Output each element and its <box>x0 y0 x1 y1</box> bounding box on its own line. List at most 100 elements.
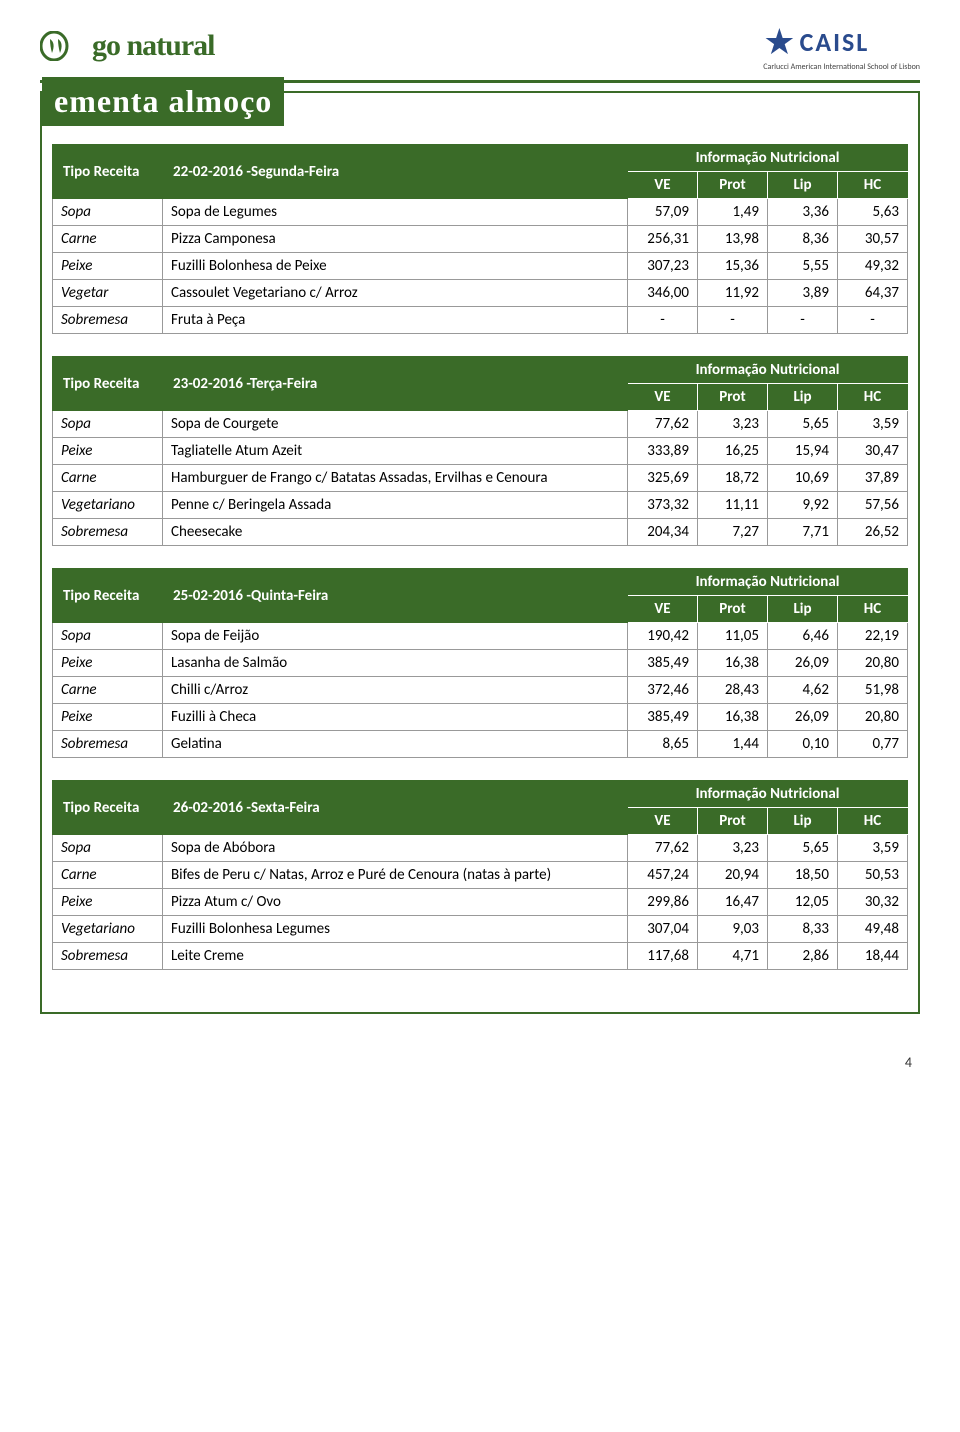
category-cell: Carne <box>53 677 163 704</box>
table-row: PeixeLasanha de Salmão385,4916,3826,0920… <box>53 650 908 677</box>
hc-cell: 49,48 <box>838 916 908 943</box>
caisl-subtitle: Carlucci American International School o… <box>763 62 920 72</box>
hc-cell: 0,77 <box>838 731 908 758</box>
ve-cell: 77,62 <box>628 411 698 438</box>
lip-cell: 7,71 <box>768 519 838 546</box>
lip-cell: 10,69 <box>768 465 838 492</box>
ve-cell: 385,49 <box>628 704 698 731</box>
tables-container: Tipo Receita22-02-2016 -Segunda-FeiraInf… <box>52 144 908 970</box>
item-cell: Gelatina <box>163 731 628 758</box>
ve-cell: 346,00 <box>628 280 698 307</box>
column-header: HC <box>838 808 908 835</box>
category-cell: Peixe <box>53 650 163 677</box>
category-cell: Carne <box>53 862 163 889</box>
hc-cell: 26,52 <box>838 519 908 546</box>
table-row: PeixeFuzilli Bolonhesa de Peixe307,2315,… <box>53 253 908 280</box>
lip-cell: 3,36 <box>768 199 838 226</box>
ve-cell: 307,04 <box>628 916 698 943</box>
leaf-icon <box>40 31 86 61</box>
prot-cell: 1,49 <box>698 199 768 226</box>
hc-cell: 20,80 <box>838 650 908 677</box>
date-header: 22-02-2016 -Segunda-Feira <box>163 145 628 199</box>
column-header: Lip <box>768 384 838 411</box>
hc-cell: 64,37 <box>838 280 908 307</box>
column-header: Prot <box>698 596 768 623</box>
item-cell: Fuzilli Bolonhesa Legumes <box>163 916 628 943</box>
info-nutricional-header: Informação Nutricional <box>628 569 908 596</box>
page-number: 4 <box>40 1054 920 1071</box>
prot-cell: 4,71 <box>698 943 768 970</box>
info-nutricional-header: Informação Nutricional <box>628 145 908 172</box>
item-cell: Sopa de Legumes <box>163 199 628 226</box>
prot-cell: 18,72 <box>698 465 768 492</box>
lip-cell: 2,86 <box>768 943 838 970</box>
column-header: Lip <box>768 172 838 199</box>
lip-cell: 9,92 <box>768 492 838 519</box>
item-cell: Leite Creme <box>163 943 628 970</box>
hc-cell: 51,98 <box>838 677 908 704</box>
prot-cell: 20,94 <box>698 862 768 889</box>
lip-cell: 5,55 <box>768 253 838 280</box>
hc-cell: 37,89 <box>838 465 908 492</box>
ve-cell: 372,46 <box>628 677 698 704</box>
ve-cell: 117,68 <box>628 943 698 970</box>
table-row: SopaSopa de Feijão190,4211,056,4622,19 <box>53 623 908 650</box>
hc-cell: 30,47 <box>838 438 908 465</box>
lip-cell: 3,89 <box>768 280 838 307</box>
item-cell: Hamburguer de Frango c/ Batatas Assadas,… <box>163 465 628 492</box>
item-cell: Pizza Atum c/ Ovo <box>163 889 628 916</box>
category-cell: Sopa <box>53 835 163 862</box>
column-header: Prot <box>698 384 768 411</box>
lip-cell: 15,94 <box>768 438 838 465</box>
caisl-logo: ★ CAISL Carlucci American International … <box>763 20 920 72</box>
hc-cell: 49,32 <box>838 253 908 280</box>
caisl-text: CAISL <box>800 26 870 58</box>
table-row: CarneHamburguer de Frango c/ Batatas Ass… <box>53 465 908 492</box>
column-header: VE <box>628 596 698 623</box>
category-cell: Sobremesa <box>53 731 163 758</box>
item-cell: Sopa de Courgete <box>163 411 628 438</box>
lip-cell: 8,33 <box>768 916 838 943</box>
lip-cell: 5,65 <box>768 411 838 438</box>
go-natural-logo: go natural <box>40 29 215 63</box>
column-header: Prot <box>698 808 768 835</box>
prot-cell: 28,43 <box>698 677 768 704</box>
prot-cell: 16,38 <box>698 650 768 677</box>
item-cell: Fuzilli à Checa <box>163 704 628 731</box>
tipo-receita-header: Tipo Receita <box>53 357 163 411</box>
category-cell: Vegetariano <box>53 916 163 943</box>
table-row: SopaSopa de Abóbora77,623,235,653,59 <box>53 835 908 862</box>
prot-cell: 3,23 <box>698 835 768 862</box>
item-cell: Tagliatelle Atum Azeit <box>163 438 628 465</box>
prot-cell: 16,47 <box>698 889 768 916</box>
lip-cell: - <box>768 307 838 334</box>
hc-cell: 30,57 <box>838 226 908 253</box>
column-header: Lip <box>768 808 838 835</box>
date-header: 23-02-2016 -Terça-Feira <box>163 357 628 411</box>
lip-cell: 26,09 <box>768 650 838 677</box>
info-nutricional-header: Informação Nutricional <box>628 357 908 384</box>
table-row: SobremesaFruta à Peça---- <box>53 307 908 334</box>
ve-cell: 190,42 <box>628 623 698 650</box>
category-cell: Peixe <box>53 889 163 916</box>
category-cell: Peixe <box>53 253 163 280</box>
ve-cell: 299,86 <box>628 889 698 916</box>
hc-cell: 5,63 <box>838 199 908 226</box>
category-cell: Sopa <box>53 623 163 650</box>
hc-cell: 30,32 <box>838 889 908 916</box>
prot-cell: 13,98 <box>698 226 768 253</box>
ve-cell: 204,34 <box>628 519 698 546</box>
ve-cell: 57,09 <box>628 199 698 226</box>
column-header: HC <box>838 172 908 199</box>
hc-cell: 22,19 <box>838 623 908 650</box>
prot-cell: 7,27 <box>698 519 768 546</box>
ve-cell: - <box>628 307 698 334</box>
category-cell: Peixe <box>53 704 163 731</box>
hc-cell: - <box>838 307 908 334</box>
item-cell: Sopa de Abóbora <box>163 835 628 862</box>
column-header: VE <box>628 172 698 199</box>
category-cell: Sobremesa <box>53 943 163 970</box>
category-cell: Carne <box>53 465 163 492</box>
category-cell: Peixe <box>53 438 163 465</box>
column-header: Lip <box>768 596 838 623</box>
